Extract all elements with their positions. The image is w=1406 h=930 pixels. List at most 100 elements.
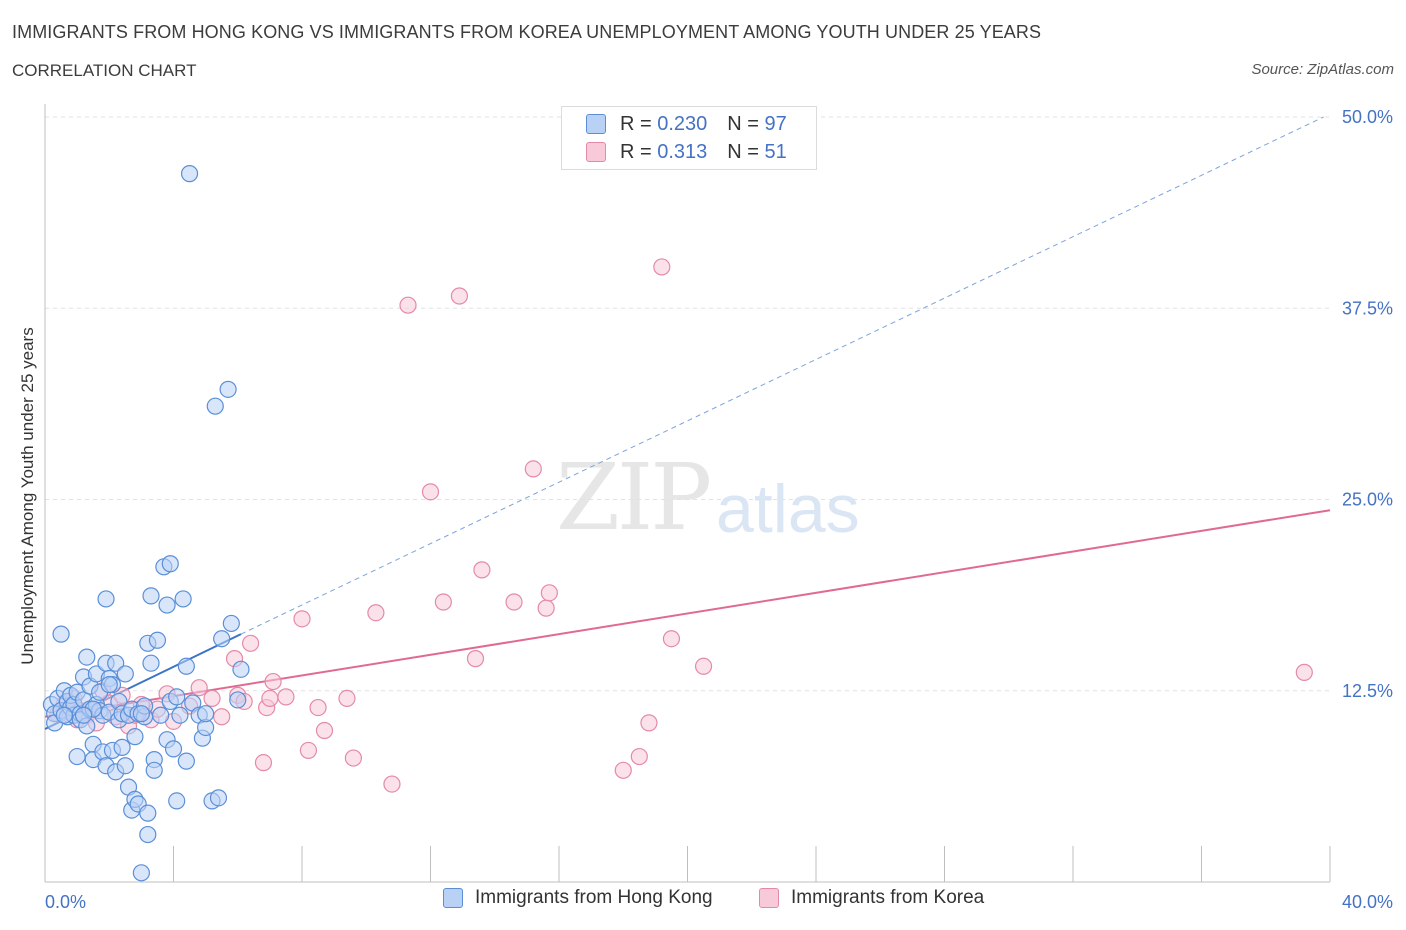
data-point-hong-kong [74,706,93,724]
data-point-hong-kong [97,590,115,608]
data-point-korea [203,689,221,708]
data-point-korea [662,630,681,648]
trend-line-hong-kong-extended [240,116,1324,635]
data-point-hong-kong [142,654,160,672]
correlation-legend: R = 0.230 N = 97 R = 0.313 N = 51 [561,106,817,170]
legend-n-value: 51 [764,140,787,163]
data-point-korea [1295,663,1313,681]
data-point-korea [524,460,542,478]
data-point-korea [473,561,491,579]
data-point-korea [242,634,260,652]
data-point-korea [293,610,311,628]
data-point-hong-kong [168,792,186,810]
data-point-korea [466,650,485,668]
y-tick-label: 37.5% [1342,298,1393,318]
legend-row-korea: R = 0.313 N = 51 [586,140,787,164]
data-point-korea [383,775,401,793]
tick-label-layer: 12.5% 25.0% 37.5% 50.0% 0.0% 40.0% [45,107,1393,912]
data-point-hong-kong [158,596,176,614]
data-point-hong-kong [100,676,118,694]
data-point-hong-kong [68,747,86,766]
legend-r-value: 0.313 [657,140,708,163]
series-name-hong-kong: Immigrants from Hong Kong [475,887,713,908]
data-point-korea [338,689,356,708]
data-point-hong-kong [132,864,150,882]
data-point-hong-kong [145,761,163,779]
data-point-hong-kong [126,728,144,746]
data-point-hong-kong [116,757,134,775]
data-point-hong-kong [219,380,237,398]
data-point-korea [640,714,658,732]
data-point-hong-kong [152,706,170,724]
data-point-hong-kong [222,614,240,633]
data-point-korea [277,688,295,706]
series-swatch-hong-kong [443,888,463,908]
data-point-korea [367,604,385,622]
data-point-korea [264,672,282,691]
data-point-korea [315,721,334,740]
data-point-korea [299,741,318,760]
legend-row-hong-kong: R = 0.230 N = 97 [586,112,787,136]
series-name-korea: Immigrants from Korea [791,887,985,908]
series-legend-korea: Immigrants from Korea [759,887,984,909]
data-point-hong-kong [174,590,192,608]
y-tick-label: 25.0% [1342,490,1393,510]
x-tick-label: 0.0% [45,892,86,912]
data-point-hong-kong [113,738,131,756]
legend-swatch-hong-kong [586,114,606,134]
data-point-hong-kong [139,804,157,822]
data-point-korea [653,258,671,276]
legend-r-value: 0.230 [657,112,708,135]
legend-swatch-korea [586,142,606,162]
source-label: Source: ZipAtlas.com [1251,61,1394,78]
data-point-hong-kong [206,397,224,415]
watermark-atlas: atlas [716,471,860,547]
trend-layer [44,116,1331,730]
data-point-hong-kong [116,665,134,683]
y-tick-label: 12.5% [1342,681,1393,701]
data-point-korea [694,657,713,675]
data-point-hong-kong [107,654,125,672]
data-point-korea [261,689,279,708]
data-point-hong-kong [180,165,199,183]
data-point-hong-kong [168,688,186,706]
data-point-hong-kong [132,705,150,723]
legend-r-label: R = [620,140,652,163]
data-point-korea [614,761,632,779]
data-point-korea [450,287,469,305]
data-point-hong-kong [177,657,195,675]
data-point-korea [309,698,327,717]
chart-title: IMMIGRANTS FROM HONG KONG VS IMMIGRANTS … [12,22,1042,42]
grid-layer [45,116,1330,692]
y-tick-label: 50.0% [1342,107,1393,127]
y-axis-label: Unemployment Among Youth under 25 years [18,327,37,665]
points-layer [42,165,1313,882]
data-point-hong-kong [161,555,179,573]
data-point-hong-kong [229,691,247,709]
data-point-korea [399,296,417,314]
legend-n-value: 97 [764,112,787,135]
axis-layer [44,104,1331,883]
data-point-korea [190,679,208,697]
series-swatch-korea [759,888,779,908]
chart-subtitle: CORRELATION CHART [12,61,197,80]
data-point-korea [434,593,452,611]
data-point-korea [505,593,523,611]
data-point-hong-kong [148,631,167,649]
data-point-korea [630,747,648,766]
legend-r-label: R = [620,112,652,135]
data-point-hong-kong [177,752,195,770]
legend-n-label: N = [727,140,759,163]
data-point-hong-kong [139,825,157,844]
data-point-hong-kong [78,648,96,666]
data-point-korea [540,584,558,602]
data-point-hong-kong [55,706,73,724]
trend-line-korea [44,509,1331,718]
data-point-hong-kong [52,625,70,643]
data-point-hong-kong [171,706,189,724]
data-point-hong-kong [232,660,250,678]
data-point-korea [254,754,273,772]
data-point-korea [421,483,440,501]
x-tick-label: 40.0% [1342,892,1393,912]
series-legend-hong-kong: Immigrants from Hong Kong [443,887,713,909]
